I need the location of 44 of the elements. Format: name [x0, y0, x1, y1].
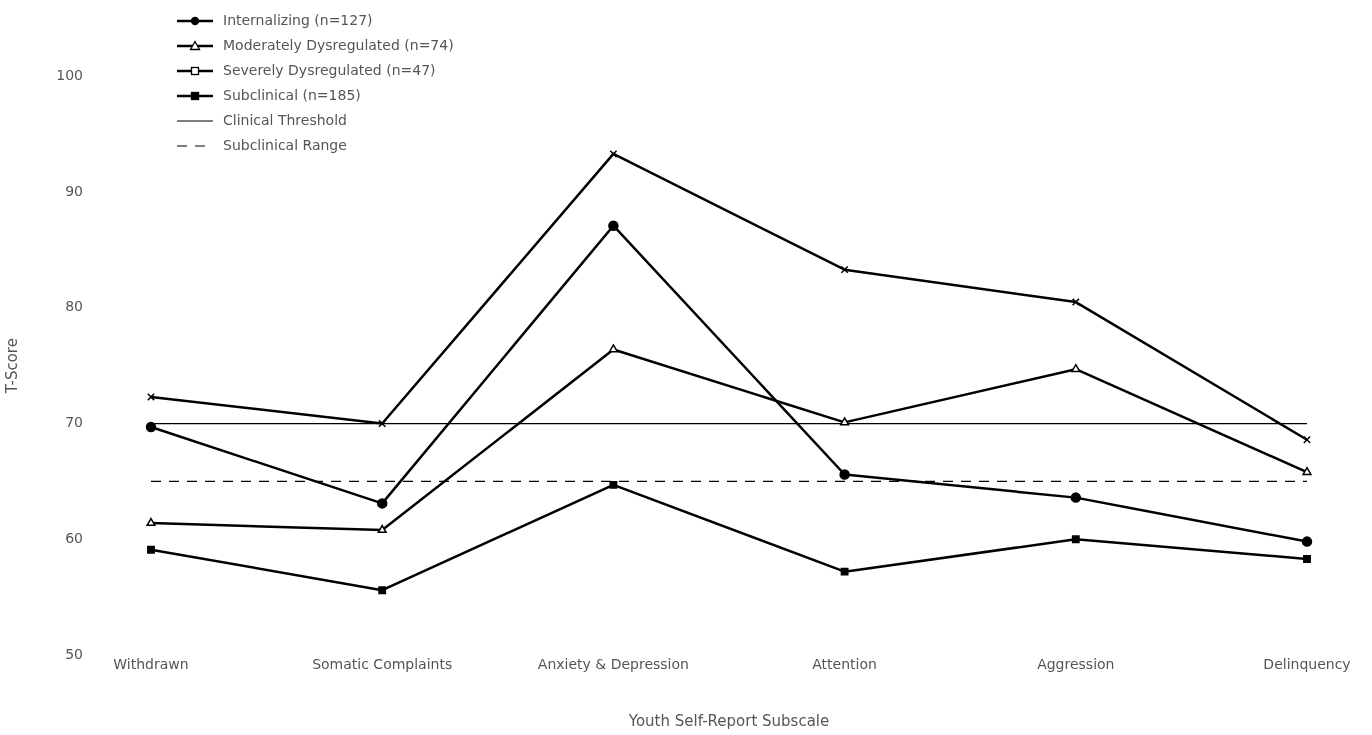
x-tick-label: Withdrawn — [113, 656, 189, 673]
legend-label: Internalizing (n=127) — [223, 11, 373, 30]
legend-label: Subclinical Range — [223, 136, 347, 155]
point — [1303, 555, 1311, 563]
x-tick-label: Delinquency — [1263, 656, 1351, 673]
legend-label: Severely Dysregulated (n=47) — [223, 61, 436, 80]
point — [840, 567, 849, 576]
point — [378, 586, 387, 595]
point — [1303, 435, 1311, 444]
x-axis-title: Youth Self-Report Subscale — [627, 711, 830, 730]
point — [609, 480, 618, 489]
x-tick-label: Aggression — [1037, 656, 1115, 673]
point — [1301, 536, 1313, 547]
y-axis-title: T-Score — [2, 338, 21, 395]
point — [1302, 466, 1312, 476]
point — [1071, 363, 1081, 373]
point — [1071, 298, 1080, 306]
point — [377, 524, 387, 534]
point — [147, 393, 155, 401]
legend-label: Moderately Dysregulated (n=74) — [223, 36, 454, 55]
point — [839, 469, 850, 480]
y-tick-label: 60 — [65, 529, 83, 546]
point — [839, 417, 850, 426]
point — [840, 265, 849, 274]
x-tick-label: Attention — [812, 656, 877, 673]
point — [1070, 492, 1082, 503]
point — [376, 498, 388, 509]
y-tick-label: 70 — [65, 414, 83, 431]
point — [147, 545, 155, 554]
point — [145, 421, 157, 433]
point — [146, 517, 156, 527]
x-tick-label: Somatic Complaints — [312, 656, 453, 673]
y-tick-label: 90 — [65, 182, 83, 199]
point — [1071, 535, 1080, 544]
point — [609, 150, 618, 158]
y-tick-label: 100 — [56, 67, 83, 84]
y-tick-label: 50 — [65, 645, 83, 662]
legend-label: Clinical Threshold — [223, 111, 347, 130]
x-tick-label: Anxiety & Depression — [537, 656, 689, 673]
point — [608, 344, 619, 353]
y-tick-label: 80 — [65, 298, 83, 315]
point — [378, 419, 387, 428]
legend-label: Subclinical (n=185) — [223, 86, 361, 105]
point — [608, 220, 619, 231]
